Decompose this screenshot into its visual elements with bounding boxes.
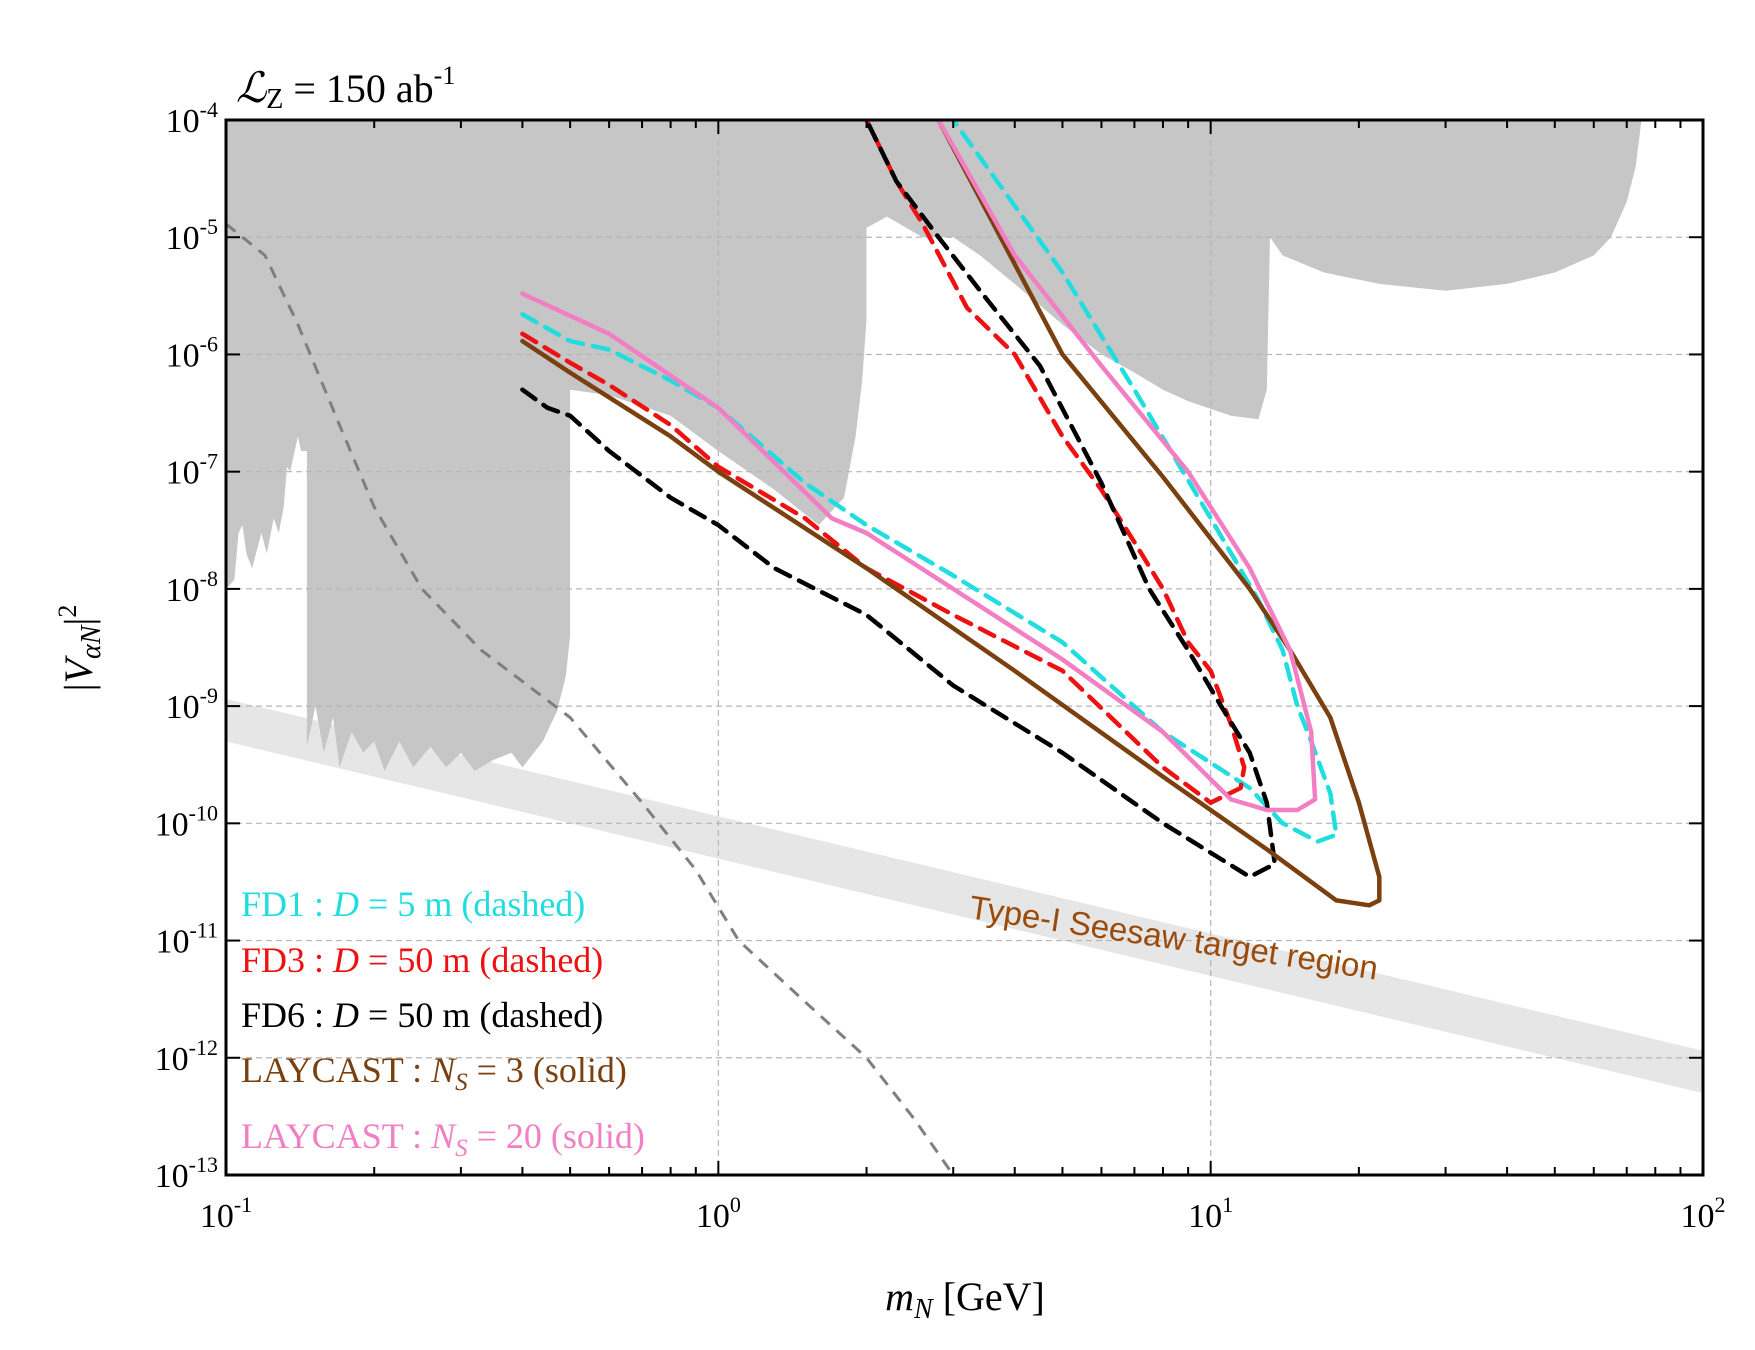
excluded-region bbox=[226, 120, 1642, 771]
y-tick-label: 10-12 bbox=[155, 1035, 218, 1078]
y-tick-label: 10-6 bbox=[166, 331, 218, 374]
y-tick-base: 10 bbox=[155, 1158, 189, 1195]
legend-entry-fd6: FD6 : D = 50 m (dashed) bbox=[241, 995, 603, 1035]
lumi-symbol: ℒ bbox=[236, 66, 267, 112]
y-tick-exp: -12 bbox=[189, 1035, 218, 1060]
legend-entry-laycast-20: LAYCAST : NS = 20 (solid) bbox=[241, 1116, 645, 1162]
legend-entry-fd3: FD3 : D = 50 m (dashed) bbox=[241, 940, 603, 980]
y-axis-title: |VαN|2 bbox=[53, 605, 107, 692]
y-axis-pre: | bbox=[56, 683, 101, 691]
x-tick-base: 10 bbox=[696, 1198, 730, 1235]
plot-frame bbox=[224, 118, 1705, 1177]
y-tick-base: 10 bbox=[166, 572, 200, 609]
y-axis-var: V bbox=[56, 654, 101, 683]
x-tick-base: 10 bbox=[1681, 1198, 1715, 1235]
x-tick-exp: 0 bbox=[730, 1192, 741, 1217]
grid-layer bbox=[226, 120, 1703, 1175]
legend-fd3-var: D bbox=[332, 940, 359, 980]
y-axis-post: | bbox=[56, 618, 101, 626]
y-tick-base: 10 bbox=[166, 220, 200, 257]
y-tick-base: 10 bbox=[155, 1041, 189, 1078]
region-layer bbox=[226, 120, 1703, 1094]
legend-laycast3-var: N bbox=[430, 1050, 457, 1090]
y-tick-label: 10-10 bbox=[155, 800, 218, 843]
y-tick-label: 10-13 bbox=[155, 1152, 218, 1195]
x-tick-base: 10 bbox=[1188, 1198, 1222, 1235]
y-tick-exp: -10 bbox=[189, 800, 218, 825]
y-tick-label: 10-8 bbox=[166, 566, 218, 609]
y-tick-exp: -11 bbox=[189, 918, 218, 943]
y-tick-base: 10 bbox=[155, 806, 189, 843]
series-line-3 bbox=[520, 120, 1382, 908]
y-tick-exp: -5 bbox=[200, 214, 218, 239]
x-tick-label: 102 bbox=[1681, 1192, 1726, 1235]
legend-fd1-var: D bbox=[332, 884, 359, 924]
series-layer bbox=[226, 120, 1382, 1175]
seesaw-band bbox=[226, 699, 1703, 1094]
y-tick-label: 10-9 bbox=[166, 683, 218, 726]
x-tick-base: 10 bbox=[200, 1198, 234, 1235]
series-line-4 bbox=[520, 120, 1318, 813]
legend-laycast20-label: LAYCAST bbox=[241, 1116, 404, 1156]
legend-laycast3-sep: : bbox=[403, 1050, 431, 1090]
x-tick-label: 101 bbox=[1188, 1192, 1233, 1235]
legend-laycast20-rest: = 20 (solid) bbox=[468, 1116, 645, 1156]
y-tick-label: 10-7 bbox=[166, 449, 218, 492]
legend-laycast3-sub: S bbox=[455, 1069, 468, 1096]
y-tick-base: 10 bbox=[166, 337, 200, 374]
x-axis-title: mN [GeV] bbox=[885, 1274, 1045, 1325]
x-axis-sub: N bbox=[913, 1294, 934, 1325]
x-tick-exp: 1 bbox=[1222, 1192, 1233, 1217]
lumi-sub: Z bbox=[266, 84, 283, 115]
legend-entry-fd1: FD1 : D = 5 m (dashed) bbox=[241, 884, 585, 924]
legend-laycast3-rest: = 3 (solid) bbox=[468, 1050, 627, 1090]
legend: FD1 : D = 5 m (dashed) FD3 : D = 50 m (d… bbox=[241, 884, 645, 1162]
series-line-2 bbox=[520, 120, 1278, 880]
x-axis-unit: [GeV] bbox=[933, 1274, 1045, 1319]
luminosity-label: ℒZ = 150 ab-1 bbox=[236, 61, 455, 115]
y-axis-sub: αN bbox=[76, 624, 107, 659]
y-tick-base: 10 bbox=[166, 455, 200, 492]
y-tick-exp: -8 bbox=[200, 566, 218, 591]
bbn-line bbox=[226, 222, 955, 1175]
legend-laycast20-var: N bbox=[430, 1116, 457, 1156]
lumi-sup: -1 bbox=[434, 61, 456, 90]
y-tick-exp: -9 bbox=[200, 683, 218, 708]
legend-laycast20-sep: : bbox=[403, 1116, 431, 1156]
legend-entry-laycast-3: LAYCAST : NS = 3 (solid) bbox=[241, 1050, 627, 1096]
legend-fd3-sep: : bbox=[305, 940, 333, 980]
legend-fd1-label: FD1 bbox=[241, 884, 305, 924]
y-tick-base: 10 bbox=[166, 103, 200, 140]
x-tick-exp: -1 bbox=[234, 1192, 252, 1217]
ticks-layer: 10-1 100 101 10210-410-510-610-710-810-910-… bbox=[155, 97, 1726, 1235]
legend-fd1-sep: : bbox=[305, 884, 333, 924]
plot-area: 10-1 100 101 10210-410-510-610-710-810-910-… bbox=[155, 97, 1726, 1235]
y-axis-sup: 2 bbox=[53, 605, 82, 618]
y-tick-exp: -7 bbox=[200, 449, 218, 474]
legend-fd3-rest: = 50 m (dashed) bbox=[359, 940, 603, 980]
legend-laycast3-label: LAYCAST bbox=[241, 1050, 404, 1090]
legend-fd6-rest: = 50 m (dashed) bbox=[359, 995, 603, 1035]
x-tick-label: 10-1 bbox=[200, 1192, 252, 1235]
y-tick-base: 10 bbox=[155, 924, 189, 961]
y-tick-exp: -4 bbox=[200, 97, 218, 122]
y-tick-base: 10 bbox=[166, 689, 200, 726]
legend-fd1-rest: = 5 m (dashed) bbox=[359, 884, 585, 924]
x-axis-var: m bbox=[885, 1274, 914, 1319]
legend-fd6-var: D bbox=[332, 995, 359, 1035]
y-tick-exp: -6 bbox=[200, 331, 218, 356]
y-tick-exp: -13 bbox=[189, 1152, 218, 1177]
legend-fd6-label: FD6 bbox=[241, 995, 305, 1035]
x-tick-exp: 2 bbox=[1715, 1192, 1726, 1217]
x-tick-label: 100 bbox=[696, 1192, 741, 1235]
legend-laycast20-sub: S bbox=[455, 1135, 468, 1162]
y-tick-label: 10-11 bbox=[155, 918, 218, 961]
legend-fd3-label: FD3 bbox=[241, 940, 305, 980]
legend-fd6-sep: : bbox=[305, 995, 333, 1035]
y-tick-label: 10-4 bbox=[166, 97, 218, 140]
y-tick-label: 10-5 bbox=[166, 214, 218, 257]
series-line-1 bbox=[520, 120, 1247, 805]
lumi-text: = 150 ab bbox=[283, 66, 433, 111]
